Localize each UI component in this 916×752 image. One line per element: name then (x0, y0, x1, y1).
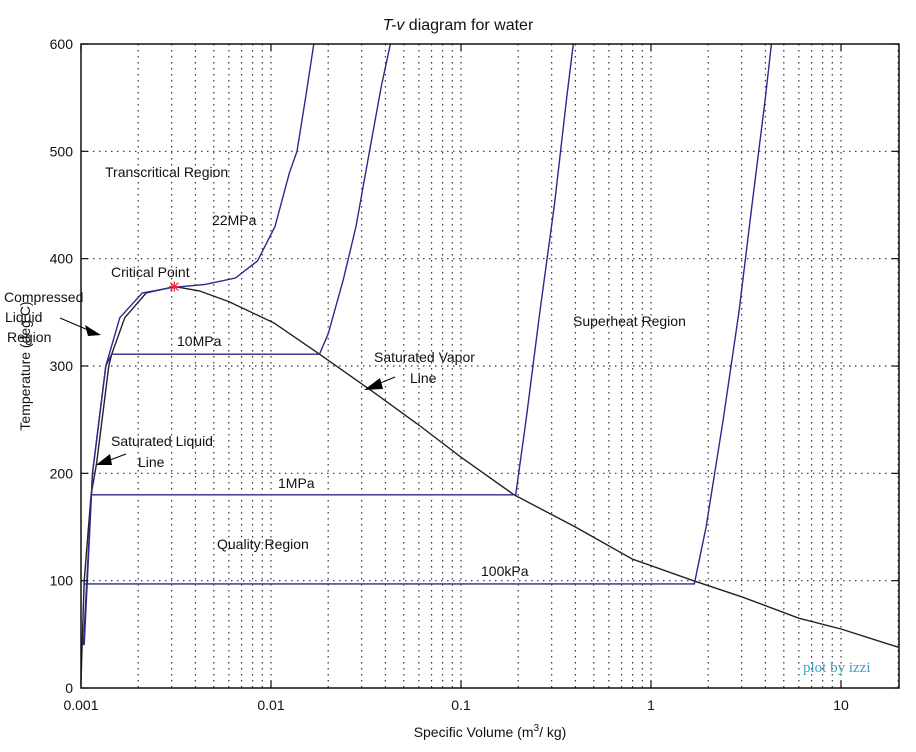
annotation-critical-point: Critical Point (111, 264, 190, 280)
annotations: Transcritical Region 22MPa Critical Point 1… (4, 164, 686, 579)
credit-text: plot by izzi (803, 660, 871, 676)
annotation-100kpa: 100kPa (481, 563, 529, 579)
compressed-liquid-arrow-head (85, 325, 101, 336)
saturated-liquid-arrow-line (109, 453, 127, 461)
x-label-sup: 3 (534, 723, 540, 734)
x-label-prefix: Specific Volume (m (414, 724, 534, 740)
y-tick-label: 300 (50, 358, 74, 374)
annotation-liquid: Liquid (5, 309, 42, 325)
series-10mpa (82, 43, 392, 646)
saturated-vapor-arrow-head (364, 378, 383, 390)
compressed-liquid-arrow-line (59, 317, 89, 331)
annotation-saturated-liquid: Saturated Liquid (111, 433, 213, 449)
markers (169, 281, 180, 292)
x-tick-label: 0.01 (257, 697, 284, 713)
y-tick-label: 400 (50, 251, 74, 267)
y-tick-label: 100 (50, 573, 74, 589)
title-rest: diagram for water (404, 17, 534, 34)
y-tick-label: 500 (50, 143, 74, 159)
x-tick-label: 0.001 (63, 697, 98, 713)
saturated-liquid-arrow-head (96, 454, 112, 465)
x-axis-label: Specific Volume (m3/ kg) (414, 723, 567, 740)
annotation-22mpa: 22MPa (212, 212, 257, 228)
y-tick-label: 600 (50, 36, 74, 52)
grid-lines (81, 44, 899, 688)
y-tick-label: 200 (50, 465, 74, 481)
series-saturation-dome (80, 285, 899, 683)
annotation-transcritical-region: Transcritical Region (105, 164, 228, 180)
annotation-superheat-region: Superheat Region (573, 313, 686, 329)
annotation-quality-region: Quality Region (217, 536, 309, 552)
annotation-region: Region (7, 329, 51, 345)
series-22mpa (83, 43, 315, 646)
x-tick-label: 0.1 (451, 697, 471, 713)
annotation-line: Line (410, 370, 437, 386)
critical-point-marker (169, 281, 180, 292)
annotation-1mpa: 1MPa (278, 475, 315, 491)
annotation-compressed: Compressed (4, 289, 83, 305)
annotation-saturated-vapor: Saturated Vapor (374, 349, 475, 365)
annotation-line: Line (138, 454, 165, 470)
annotation-arrows (59, 317, 396, 465)
x-tick-label: 10 (833, 697, 849, 713)
x-label-suffix: / kg) (539, 724, 566, 740)
annotation-10mpa: 10MPa (177, 333, 222, 349)
series-1mpa (91, 43, 574, 496)
x-tick-label: 1 (647, 697, 655, 713)
chart-title: T-v diagram for water (383, 17, 534, 34)
series-100kpa (84, 43, 773, 585)
title-italic: T-v (383, 17, 406, 34)
data-series (80, 43, 899, 683)
y-tick-label: 0 (65, 680, 73, 696)
y-axis-label: Temperature (deg C) (17, 301, 33, 430)
